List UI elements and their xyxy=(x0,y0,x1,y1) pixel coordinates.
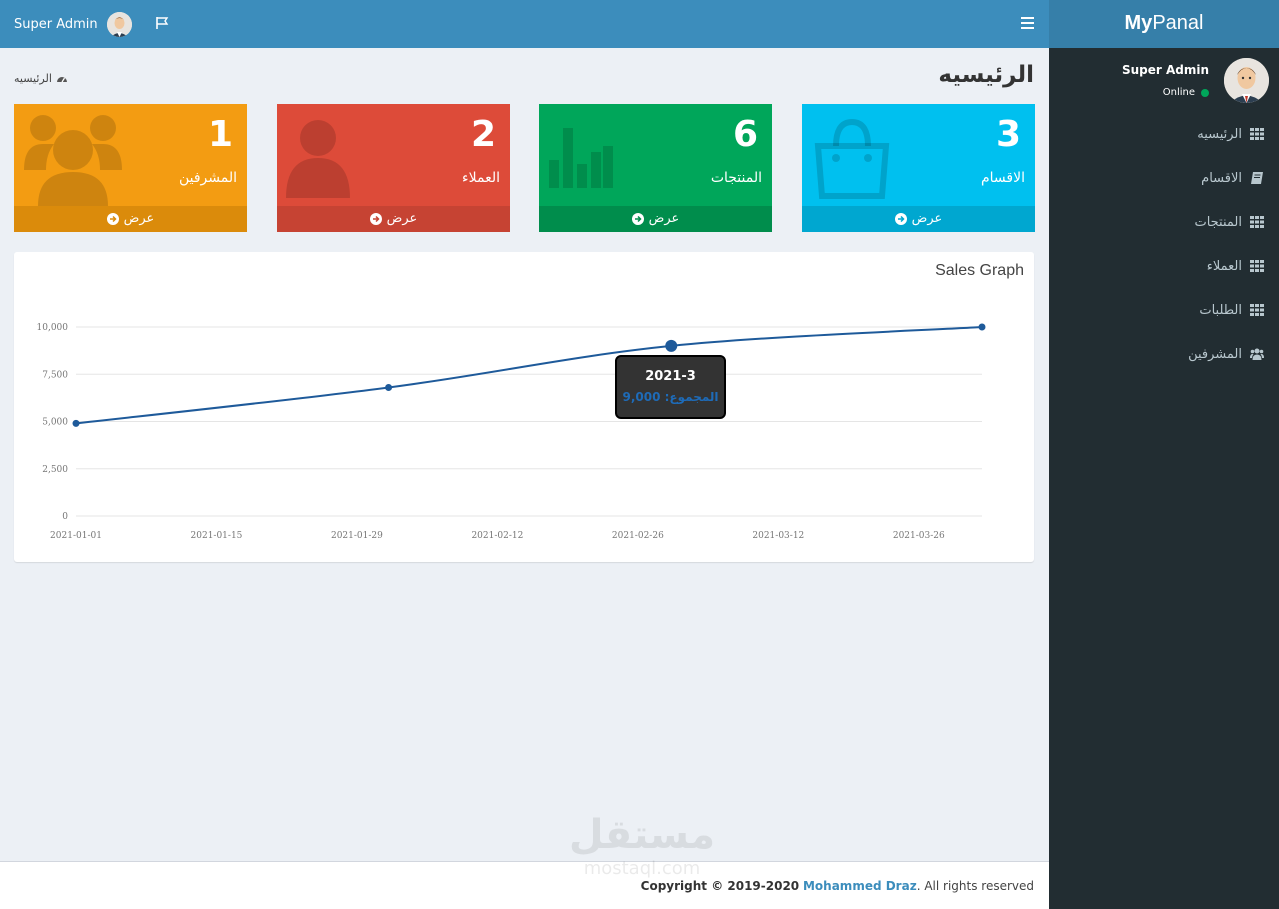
arrow-circle-icon xyxy=(631,213,644,225)
stat-more-link[interactable]: عرض xyxy=(802,206,1035,232)
sales-graph-panel: Sales Graph 0 2,500 5,000 7,500 10,000 2021-0… xyxy=(14,252,1034,562)
sidebar-item-label: المنتجات xyxy=(1194,214,1242,230)
stat-label: العملاء xyxy=(462,170,500,186)
stat-more-link[interactable]: عرض xyxy=(14,206,247,232)
panel-title: Sales Graph xyxy=(935,262,1024,279)
sidebar-user-panel: Super Admin Online xyxy=(1059,58,1269,104)
sidebar-item-products[interactable]: المنتجات xyxy=(1049,200,1279,244)
user-icon xyxy=(286,120,350,198)
sidebar-user-name: Super Admin xyxy=(1121,63,1209,77)
sidebar-item-categories[interactable]: الاقسام xyxy=(1049,156,1279,200)
book-icon xyxy=(1251,172,1263,184)
grid-icon xyxy=(1250,128,1264,140)
stat-more-label: عرض xyxy=(911,211,943,226)
y-tick-label: 7,500 xyxy=(42,370,68,380)
stat-number: 2 xyxy=(470,114,496,155)
data-point[interactable] xyxy=(978,323,986,331)
stat-label: الاقسام xyxy=(981,170,1025,186)
stat-box-products: 6 المنتجات عرض xyxy=(539,104,772,232)
chart-tooltip: 2021-3 المجموع: 9,000 xyxy=(615,355,726,419)
stat-number: 3 xyxy=(995,114,1021,155)
sidebar-item-clients[interactable]: العملاء xyxy=(1049,244,1279,288)
data-point[interactable] xyxy=(72,419,80,427)
x-tick-label: 2021-02-26 xyxy=(612,531,664,541)
y-tick-label: 5,000 xyxy=(42,418,68,428)
y-tick-label: 10,000 xyxy=(37,323,69,333)
sidebar-avatar xyxy=(1224,58,1269,103)
arrow-circle-icon xyxy=(106,213,119,225)
footer-copyright: Copyright © 2019-2020 Mohammed Draz. All… xyxy=(641,879,1034,893)
stat-more-label: عرض xyxy=(648,211,680,226)
page-footer: Copyright © 2019-2020 Mohammed Draz. All… xyxy=(0,861,1049,909)
arrow-circle-icon xyxy=(894,213,907,225)
x-tick-label: 2021-03-26 xyxy=(893,531,945,541)
grid-icon xyxy=(1250,304,1264,316)
stat-number: 1 xyxy=(207,114,233,155)
sidebar-item-label: الاقسام xyxy=(1201,170,1242,186)
sidebar-item-label: العملاء xyxy=(1206,258,1242,274)
watermark-latin: mostaql.com xyxy=(583,858,701,879)
grid-icon xyxy=(1250,260,1264,272)
header-user-name: Super Admin xyxy=(14,16,98,32)
stat-number: 6 xyxy=(732,114,758,155)
breadcrumb-label: الرئيسيه xyxy=(14,72,52,85)
x-tick-label: 2021-03-12 xyxy=(752,531,804,541)
page-title: الرئيسيه xyxy=(938,62,1034,88)
watermark: مستقل mostaql.com xyxy=(562,812,722,892)
stat-more-link[interactable]: عرض xyxy=(277,206,510,232)
users-icon xyxy=(1250,348,1264,360)
shopping-bag-icon xyxy=(814,118,890,199)
stat-more-label: عرض xyxy=(386,211,418,226)
grid-icon xyxy=(1250,216,1264,228)
logo-bold-text: My xyxy=(1124,12,1153,34)
author-link[interactable]: Mohammed Draz xyxy=(802,879,917,893)
y-tick-label: 2,500 xyxy=(42,465,68,475)
tooltip-value: المجموع: 9,000 xyxy=(622,390,719,404)
stat-box-clients: 2 العملاء عرض xyxy=(277,104,510,232)
sidebar-item-label: الطلبات xyxy=(1199,302,1242,318)
stat-more-label: عرض xyxy=(123,211,155,226)
header-avatar xyxy=(106,11,132,37)
stat-box-admins: 1 المشرفين عرض xyxy=(14,104,247,232)
stat-box-categories: 3 الاقسام عرض xyxy=(802,104,1035,232)
stat-label: المشرفين xyxy=(178,170,237,186)
sidebar-toggle-icon[interactable] xyxy=(1021,17,1034,29)
logo-rest-text: Panal xyxy=(1152,12,1204,34)
y-tick-label: 0 xyxy=(62,512,68,522)
sidebar-user-status: Online xyxy=(1163,87,1209,98)
watermark-arabic: مستقل xyxy=(568,812,716,858)
breadcrumb[interactable]: الرئيسيه xyxy=(14,72,68,85)
bar-chart-icon xyxy=(549,128,613,188)
sidebar-item-admins[interactable]: المشرفين xyxy=(1049,332,1279,376)
x-tick-label: 2021-01-01 xyxy=(50,531,102,541)
top-navbar: Super Admin xyxy=(0,0,1049,48)
online-status-icon xyxy=(1201,88,1209,97)
app-logo[interactable]: MyPanal xyxy=(1049,0,1279,48)
sidebar-item-label: الرئيسيه xyxy=(1197,126,1242,142)
rights-text: . All rights reserved xyxy=(916,879,1034,893)
x-tick-label: 2021-02-12 xyxy=(471,531,523,541)
sidebar-item-label: المشرفين xyxy=(1188,346,1242,362)
flag-icon[interactable] xyxy=(155,16,169,30)
x-tick-label: 2021-01-29 xyxy=(331,531,383,541)
sidebar: Super Admin Online الرئيسيه الاقسام xyxy=(1049,48,1279,909)
header-user-menu[interactable]: Super Admin xyxy=(14,11,132,37)
users-icon xyxy=(24,115,122,206)
sidebar-item-orders[interactable]: الطلبات xyxy=(1049,288,1279,332)
series-line xyxy=(75,326,983,425)
data-point[interactable] xyxy=(665,339,678,352)
stat-more-link[interactable]: عرض xyxy=(539,206,772,232)
sidebar-item-home[interactable]: الرئيسيه xyxy=(1049,112,1279,156)
arrow-circle-icon xyxy=(369,213,382,225)
status-text: Online xyxy=(1162,87,1195,98)
copyright-text: Copyright © 2019-2020 xyxy=(640,879,800,893)
tooltip-title: 2021-3 xyxy=(645,369,696,384)
x-tick-label: 2021-01-15 xyxy=(191,531,243,541)
data-point[interactable] xyxy=(385,383,393,391)
dashboard-icon xyxy=(56,76,67,82)
stat-label: المنتجات xyxy=(710,170,762,186)
sales-line-chart[interactable]: 0 2,500 5,000 7,500 10,000 2021-01-01 2021-01-… xyxy=(14,252,1034,562)
sidebar-menu: الرئيسيه الاقسام المنتجات العملاء الطلبا… xyxy=(1049,112,1279,376)
